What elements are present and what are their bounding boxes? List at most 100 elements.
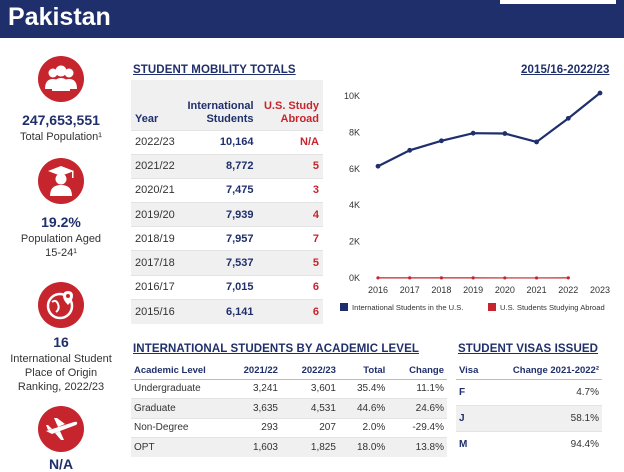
table-row: J 58.1% xyxy=(456,404,602,431)
row-y1: 3,635 xyxy=(223,398,281,418)
data-point xyxy=(407,147,413,153)
levels-title: INTERNATIONAL STUDENTS BY ACADEMIC LEVEL xyxy=(133,343,419,355)
row-year: 2019/20 xyxy=(131,202,181,227)
levels-header-row: Academic Level 2021/22 2022/23 Total Cha… xyxy=(131,362,447,380)
x-tick-label: 2023 xyxy=(590,285,610,295)
row-year: 2022/23 xyxy=(131,129,181,155)
mobility-title: STUDENT MOBILITY TOTALS xyxy=(133,64,296,76)
x-tick-label: 2021 xyxy=(527,285,547,295)
data-point xyxy=(503,276,507,280)
levels-table: Academic Level 2021/22 2022/23 Total Cha… xyxy=(131,362,447,457)
header-visa-change: Change 2021-2022² xyxy=(487,362,602,380)
row-abroad: 4 xyxy=(257,202,323,227)
visas-header-row: Visa Change 2021-2022² xyxy=(456,362,602,380)
row-level: Non-Degree xyxy=(131,417,223,438)
header-visa: Visa xyxy=(456,362,488,380)
row-intl: 8,772 xyxy=(180,153,258,179)
y-tick-label: 10K xyxy=(344,91,360,101)
row-visa: J xyxy=(456,404,488,431)
travel-value: N/A xyxy=(48,456,74,472)
header-abroad-line2: Abroad xyxy=(280,112,320,125)
row-year: 2017/18 xyxy=(131,250,181,276)
table-row: 2016/17 7,015 6 xyxy=(131,274,323,300)
row-y2: 4,531 xyxy=(280,398,339,418)
row-intl: 10,164 xyxy=(180,129,258,155)
y-tick-label: 6K xyxy=(349,164,360,174)
page-header: Pakistan xyxy=(0,0,624,38)
row-year: 2021/22 xyxy=(131,153,181,179)
people-group-icon xyxy=(38,56,84,102)
x-tick-label: 2022 xyxy=(558,285,578,295)
stat-aged: 19.2% Population Aged 15-24¹ xyxy=(0,158,122,260)
x-tick-label: 2017 xyxy=(400,285,420,295)
table-row: OPT 1,603 1,825 18.0% 13.8% xyxy=(131,437,447,457)
legend-label: U.S. Students Studying Abroad xyxy=(500,303,605,312)
row-change: 13.8% xyxy=(388,437,447,457)
table-row: 2020/21 7,475 3 xyxy=(131,177,323,203)
data-point xyxy=(439,276,444,280)
aged-label-line1: Population Aged xyxy=(20,233,102,245)
legend-swatch xyxy=(488,303,496,311)
data-point xyxy=(470,130,476,136)
y-tick-label: 8K xyxy=(349,127,360,137)
header-intl-line2: Students xyxy=(206,112,254,125)
row-visa: F xyxy=(456,378,488,405)
row-year: 2018/19 xyxy=(131,226,181,251)
row-abroad: 6 xyxy=(257,274,323,300)
row-y2: 3,601 xyxy=(280,378,339,399)
row-y1: 293 xyxy=(223,417,281,438)
population-value: 247,653,551 xyxy=(22,112,100,128)
row-year: 2020/21 xyxy=(131,177,181,203)
data-point xyxy=(534,139,539,145)
row-y1: 1,603 xyxy=(223,437,281,457)
table-row: F 4.7% xyxy=(456,378,602,405)
row-y1: 3,241 xyxy=(223,378,281,399)
mobility-line-chart: 0K 2K 4K 6K 8K 10K 2016 2017 2018 2019 2020 2021 202… xyxy=(340,90,610,312)
table-row: Undergraduate 3,241 3,601 35.4% 11.1% xyxy=(131,378,447,399)
y-tick-label: 4K xyxy=(349,200,360,210)
row-abroad: 5 xyxy=(257,153,323,179)
x-tick-label: 2016 xyxy=(368,285,388,295)
table-row: 2015/16 6,141 6 xyxy=(131,298,323,324)
data-point xyxy=(534,276,539,280)
row-abroad: 6 xyxy=(257,298,323,324)
header-y2: 2022/23 xyxy=(280,362,339,380)
aged-value: 19.2% xyxy=(41,214,81,230)
data-point xyxy=(439,138,444,144)
row-change: 24.6% xyxy=(388,398,447,418)
row-intl: 7,015 xyxy=(180,274,258,300)
header-y1: 2021/22 xyxy=(223,362,281,380)
table-row: Non-Degree 293 207 2.0% -29.4% xyxy=(131,417,447,438)
mobility-range-title: 2015/16-2022/23 xyxy=(521,64,610,76)
data-point xyxy=(376,276,380,280)
x-tick-label: 2018 xyxy=(431,285,451,295)
data-point xyxy=(566,276,570,280)
ranking-label-line2: Place of Origin xyxy=(24,367,98,379)
header-abroad-line1: U.S. Study xyxy=(263,99,319,112)
header-total: Total xyxy=(338,362,389,380)
y-tick-label: 2K xyxy=(349,237,360,247)
row-intl: 7,537 xyxy=(180,250,258,276)
graduate-icon xyxy=(38,158,84,204)
row-abroad: N/A xyxy=(257,129,323,155)
row-visa-change: 58.1% xyxy=(487,404,602,431)
table-row: Graduate 3,635 4,531 44.6% 24.6% xyxy=(131,398,447,418)
header-abroad: U.S. Study Abroad xyxy=(257,80,323,130)
row-total: 18.0% xyxy=(338,437,389,457)
data-point xyxy=(375,163,381,169)
table-row: 2022/23 10,164 N/A xyxy=(131,129,323,155)
visas-table: Visa Change 2021-2022² F 4.7% J 58.1% M 94.… xyxy=(456,362,602,457)
airplane-icon xyxy=(38,406,84,452)
row-total: 2.0% xyxy=(338,417,389,438)
table-row: 2017/18 7,537 5 xyxy=(131,250,323,276)
row-change: -29.4% xyxy=(388,417,447,438)
row-total: 44.6% xyxy=(338,398,389,418)
row-intl: 6,141 xyxy=(180,298,258,324)
header-intl: International Students xyxy=(180,80,258,130)
row-abroad: 7 xyxy=(257,226,323,251)
data-point xyxy=(408,276,412,280)
row-intl: 7,475 xyxy=(180,177,258,203)
stat-ranking: 16 International Student Place of Origin… xyxy=(0,282,122,394)
row-visa: M xyxy=(456,430,488,457)
ranking-value: 16 xyxy=(53,334,69,350)
